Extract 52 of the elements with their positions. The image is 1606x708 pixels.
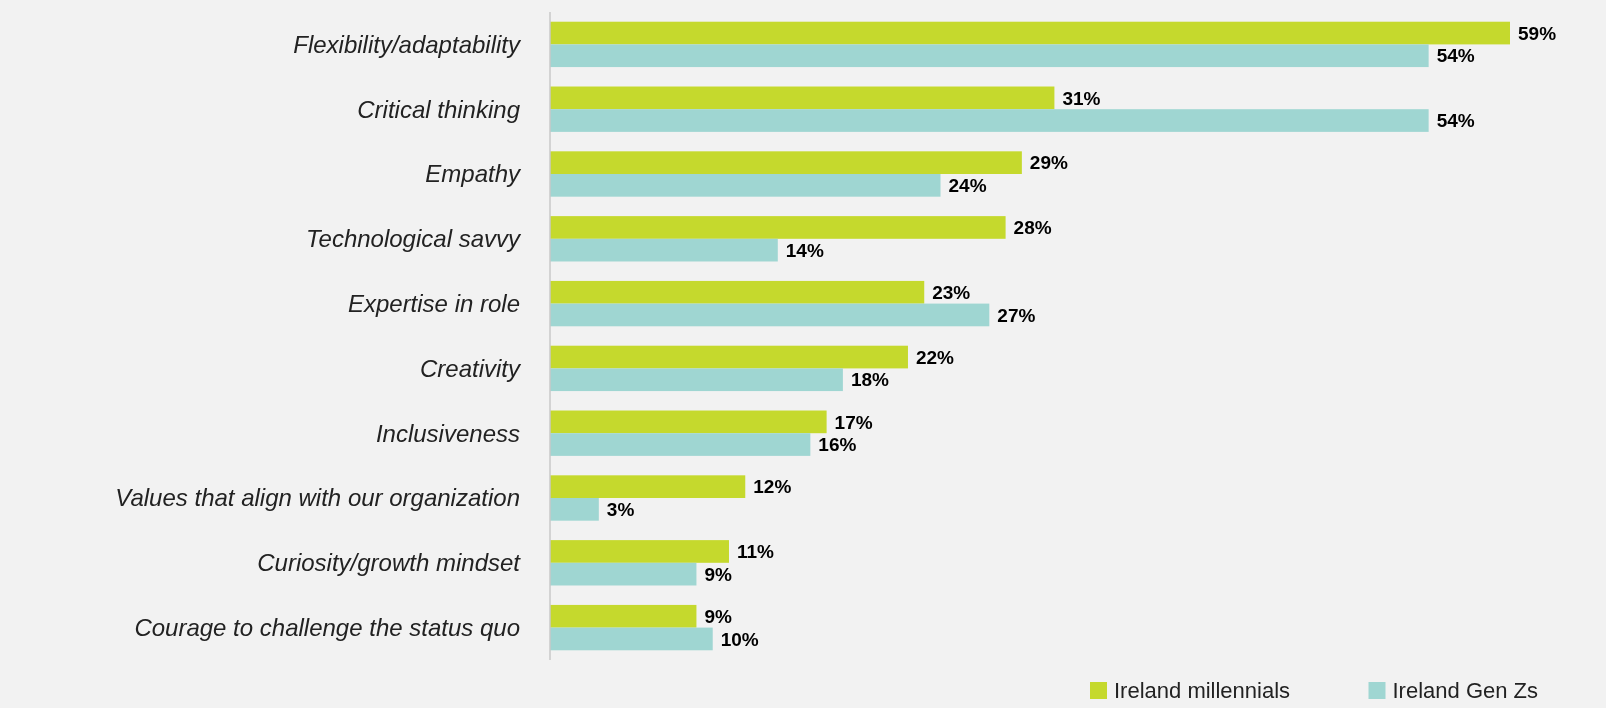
legend-label: Ireland Gen Zs bbox=[1392, 677, 1539, 703]
y-tick-label: Expertise in role bbox=[347, 290, 520, 317]
data-label: 16% bbox=[818, 434, 857, 456]
bar bbox=[550, 475, 746, 498]
data-label: 24% bbox=[948, 174, 987, 196]
bar bbox=[550, 86, 1055, 110]
data-label: 18% bbox=[850, 369, 890, 391]
bar bbox=[550, 410, 827, 434]
bar bbox=[550, 216, 1006, 239]
legend-label: Ireland millennials bbox=[1114, 677, 1291, 703]
data-label: 54% bbox=[1436, 110, 1475, 132]
data-label: 23% bbox=[932, 281, 971, 303]
data-label: 29% bbox=[1029, 152, 1068, 174]
bar bbox=[550, 433, 811, 456]
data-label: 9% bbox=[704, 563, 733, 585]
data-label: 9% bbox=[704, 605, 733, 627]
bar bbox=[550, 562, 697, 586]
bar bbox=[550, 540, 729, 563]
bar bbox=[550, 151, 1022, 174]
y-tick-label: Values that align with our organization bbox=[115, 484, 520, 512]
data-label: 22% bbox=[915, 346, 955, 368]
bar bbox=[550, 627, 713, 651]
y-tick-label: Empathy bbox=[425, 160, 522, 188]
bar bbox=[550, 44, 1429, 68]
y-tick-label: Curiosity/growth mindset bbox=[257, 549, 522, 577]
data-label: 17% bbox=[834, 411, 873, 433]
data-label: 31% bbox=[1062, 87, 1101, 109]
bar bbox=[550, 345, 908, 369]
y-tick-label: Inclusiveness bbox=[375, 419, 520, 447]
bar bbox=[550, 498, 599, 521]
bar bbox=[550, 238, 778, 262]
y-tick-label: Flexibility/adaptability bbox=[293, 30, 522, 58]
data-label: 12% bbox=[753, 476, 792, 498]
y-tick-label: Critical thinking bbox=[357, 95, 521, 123]
bar bbox=[550, 604, 697, 628]
bar bbox=[550, 280, 925, 304]
data-label: 54% bbox=[1436, 45, 1475, 67]
data-label: 14% bbox=[785, 239, 824, 261]
data-label: 3% bbox=[606, 498, 635, 520]
y-tick-label: Courage to challenge the status quo bbox=[134, 614, 520, 641]
data-label: 28% bbox=[1013, 217, 1052, 239]
bar bbox=[550, 368, 843, 392]
data-label: 27% bbox=[997, 304, 1036, 326]
y-tick-label: Creativity bbox=[419, 354, 522, 382]
bar bbox=[550, 21, 1510, 45]
bar bbox=[550, 303, 990, 327]
data-label: 59% bbox=[1518, 22, 1557, 44]
data-label: 10% bbox=[720, 628, 759, 650]
data-label: 11% bbox=[736, 541, 775, 563]
y-tick-label: Technological savvy bbox=[306, 225, 522, 253]
bar bbox=[550, 109, 1429, 132]
bar bbox=[550, 174, 941, 197]
